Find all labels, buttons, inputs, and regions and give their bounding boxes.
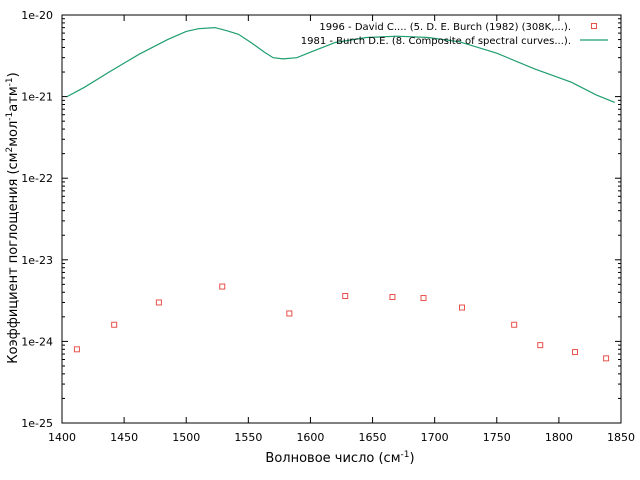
x-tick-label: 1550 xyxy=(234,431,262,444)
plot-frame xyxy=(61,14,622,424)
axes xyxy=(61,14,622,424)
x-tick-label: 1750 xyxy=(483,431,511,444)
y-tick-label: 1e-20 xyxy=(21,9,53,22)
x-tick-label: 1450 xyxy=(110,431,138,444)
x-tick-label: 1850 xyxy=(607,431,635,444)
data-point xyxy=(389,294,396,301)
legend-label: 1981 - Burch D.E. (8. Composite of spect… xyxy=(301,36,571,47)
legend-swatch-point xyxy=(591,23,597,29)
data-point xyxy=(537,342,544,349)
legend: 1996 - David C.... (5. D. E. Burch (1982… xyxy=(301,22,608,47)
data-point xyxy=(603,355,610,362)
y-tick-label: 1e-25 xyxy=(21,417,53,430)
x-tick-label: 1650 xyxy=(359,431,387,444)
y-axis-ticks: 1e-25 1e-24 1e-23 1e-22 1e-21 1e-20 xyxy=(21,9,621,430)
data-point xyxy=(342,293,349,300)
x-tick-label: 1700 xyxy=(421,431,449,444)
data-point xyxy=(511,321,518,328)
x-axis-ticks: 1400 1450 1500 1550 1600 1650 1700 1750 1800 1850 xyxy=(48,15,635,444)
data-point xyxy=(572,349,579,356)
data-point xyxy=(155,299,162,306)
y-tick-label: 1e-23 xyxy=(21,254,53,267)
data-point xyxy=(458,304,465,311)
y-axis-label: Коэффициент поглощения (см2мол-1атм-1) xyxy=(5,72,21,363)
x-tick-label: 1800 xyxy=(545,431,573,444)
data-point xyxy=(111,321,118,328)
series-group xyxy=(66,26,616,362)
y-tick-label: 1e-22 xyxy=(21,172,53,185)
y-tick-label: 1e-21 xyxy=(21,91,53,104)
data-point xyxy=(219,283,226,290)
x-axis-label: Волновое число (см-1) xyxy=(265,450,414,466)
data-point xyxy=(286,310,293,317)
legend-label: 1996 - David C.... (5. D. E. Burch (1982… xyxy=(319,22,571,33)
data-point xyxy=(73,346,80,353)
y-tick-label: 1e-24 xyxy=(21,335,53,348)
data-point xyxy=(420,295,427,302)
x-tick-label: 1400 xyxy=(48,431,76,444)
series-line xyxy=(66,26,616,103)
x-tick-label: 1500 xyxy=(172,431,200,444)
x-tick-label: 1600 xyxy=(296,431,324,444)
